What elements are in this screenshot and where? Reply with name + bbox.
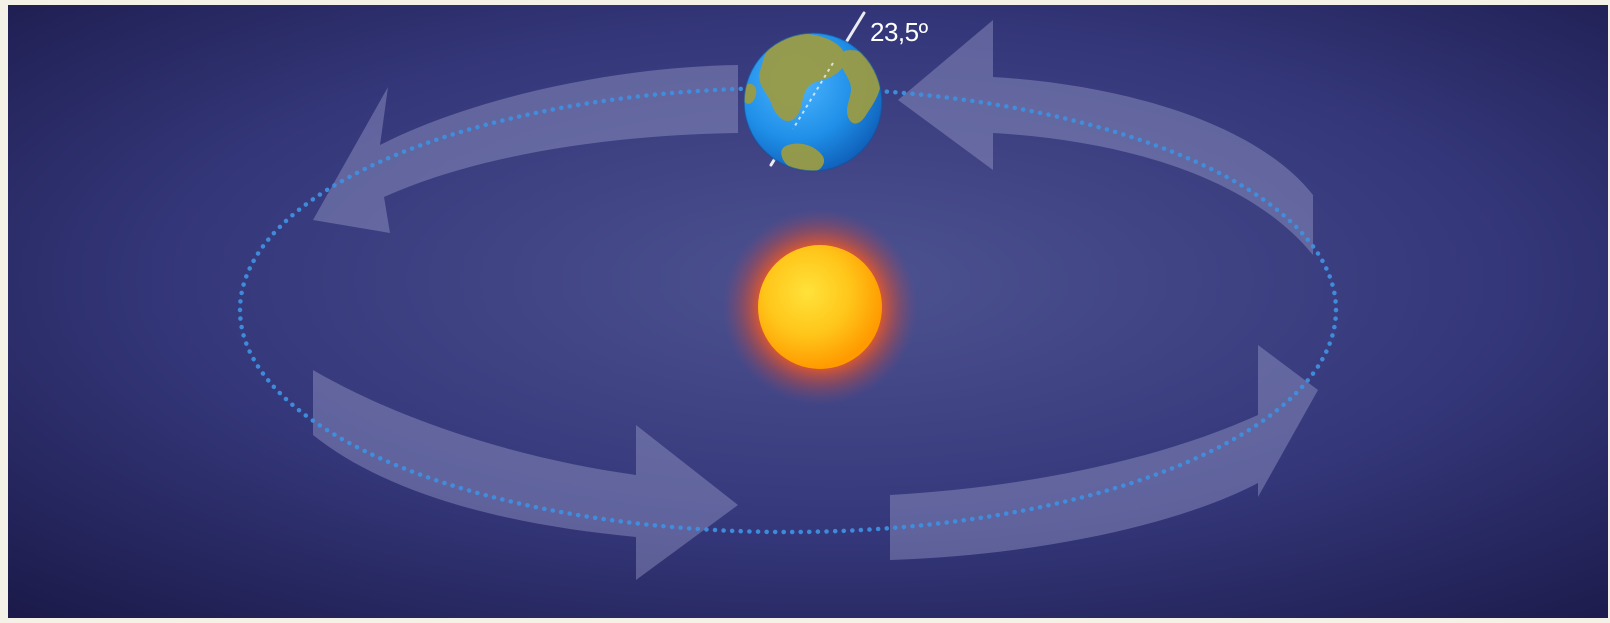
arrow-top-right — [898, 20, 1313, 255]
orbit-path — [237, 85, 1339, 535]
earth-icon — [743, 32, 883, 172]
orbit-diagram-canvas: 23,5º — [8, 5, 1608, 618]
arrow-bottom-right — [890, 345, 1318, 560]
orbit-diagram: 23,5º — [8, 5, 1608, 618]
direction-arrows — [313, 20, 1318, 580]
arrow-bottom-left — [313, 370, 738, 580]
sun-icon — [722, 209, 918, 405]
arrow-top-left — [313, 65, 738, 233]
tilt-angle-label: 23,5º — [870, 17, 929, 47]
earth-axis-front — [792, 62, 834, 130]
